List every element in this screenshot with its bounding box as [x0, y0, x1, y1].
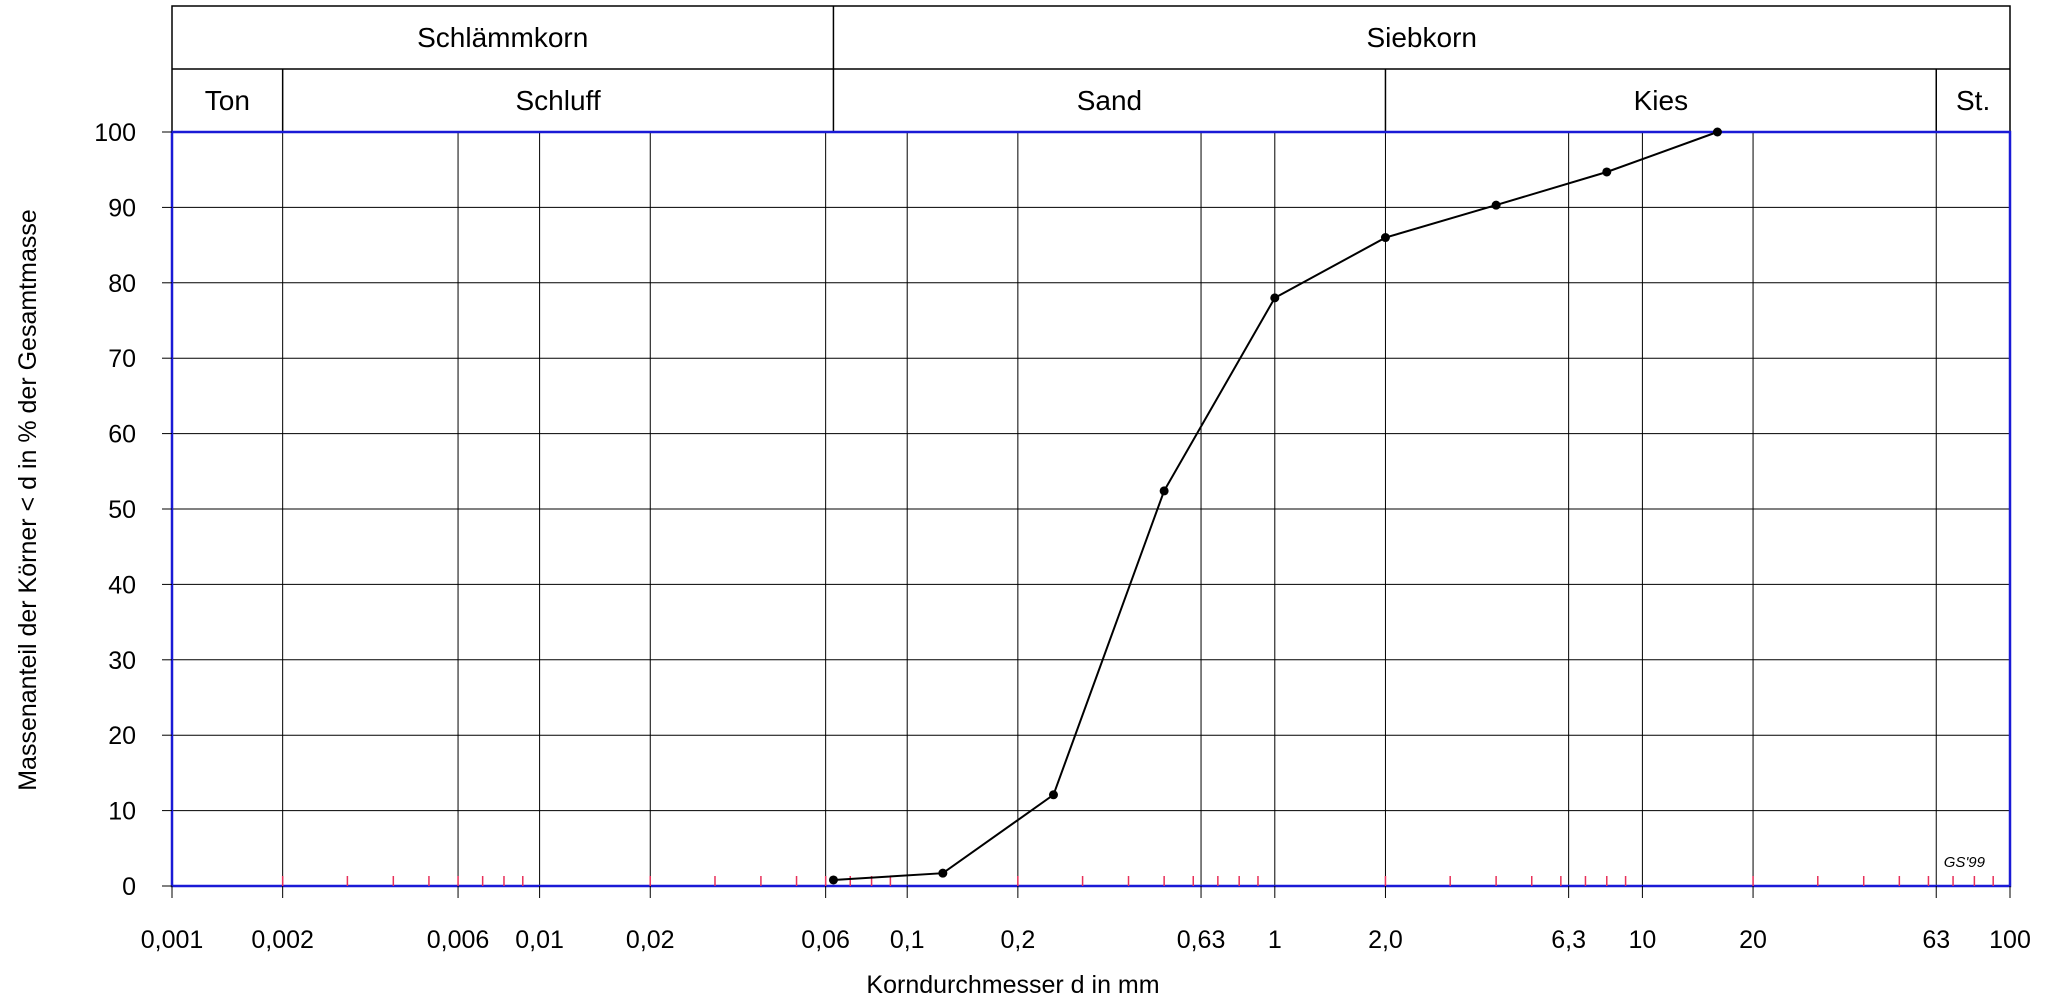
fraction-label: Sand [1077, 85, 1142, 116]
y-tick-label: 20 [108, 722, 136, 750]
data-point [1048, 790, 1058, 800]
x-tick-label: 0,02 [626, 926, 675, 954]
data-point [1491, 200, 1501, 210]
x-tick-label: 0,2 [1000, 926, 1035, 954]
x-tick-label: 0,01 [515, 926, 564, 954]
data-point [828, 875, 838, 885]
y-tick-label: 10 [108, 798, 136, 826]
group-label: Schlämmkorn [417, 22, 588, 53]
x-tick-label: 0,06 [801, 926, 850, 954]
x-tick-label: 100 [1989, 926, 2031, 954]
data-point [1159, 486, 1169, 496]
fraction-label: St. [1956, 85, 1990, 116]
x-tick-label: 0,63 [1177, 926, 1226, 954]
data-point [1602, 167, 1612, 177]
group-label: Siebkorn [1366, 22, 1477, 53]
x-tick-label: 10 [1628, 926, 1656, 954]
x-tick-label: 0,1 [890, 926, 925, 954]
data-point [1712, 127, 1722, 137]
y-tick-label: 70 [108, 345, 136, 373]
x-tick-label: 6,3 [1551, 926, 1586, 954]
x-axis: 0,001 0,002 0,006 0,01 0,02 0,06 0,1 0,2 0,63 1 2,… [141, 876, 2031, 954]
data-point [1270, 293, 1280, 303]
data-point [938, 868, 948, 878]
data-point [1380, 233, 1390, 243]
x-tick-label: 20 [1739, 926, 1767, 954]
x-tick-label: 63 [1922, 926, 1950, 954]
x-tick-label: 0,001 [141, 926, 204, 954]
x-tick-label: 0,006 [427, 926, 490, 954]
x-tick-label: 0,002 [251, 926, 314, 954]
y-tick-label: 100 [94, 119, 136, 147]
x-tick-label: 2,0 [1368, 926, 1403, 954]
y-axis: 0 10 20 30 40 50 60 70 80 90 100 [94, 119, 172, 901]
fraction-label: Schluff [516, 85, 601, 116]
y-axis-title: Massenanteil der Körner < d in % der Ges… [14, 209, 42, 791]
grid [171, 131, 2011, 887]
fraction-label: Kies [1634, 85, 1688, 116]
fraction-header: Schlämmkorn Siebkorn Ton Schluff Sand Kies St. [171, 5, 2011, 133]
series-line [833, 131, 1718, 881]
grading-curve [828, 127, 1722, 885]
x-axis-title: Korndurchmesser d in mm [866, 971, 1159, 999]
fraction-label: Ton [205, 85, 250, 116]
y-tick-label: 0 [122, 873, 136, 901]
y-tick-label: 40 [108, 571, 136, 599]
y-tick-label: 60 [108, 421, 136, 449]
y-tick-label: 80 [108, 270, 136, 298]
y-tick-label: 50 [108, 496, 136, 524]
y-tick-label: 90 [108, 194, 136, 222]
x-tick-label: 1 [1268, 926, 1282, 954]
watermark: GS'99 [1944, 854, 1986, 871]
y-tick-label: 30 [108, 647, 136, 675]
